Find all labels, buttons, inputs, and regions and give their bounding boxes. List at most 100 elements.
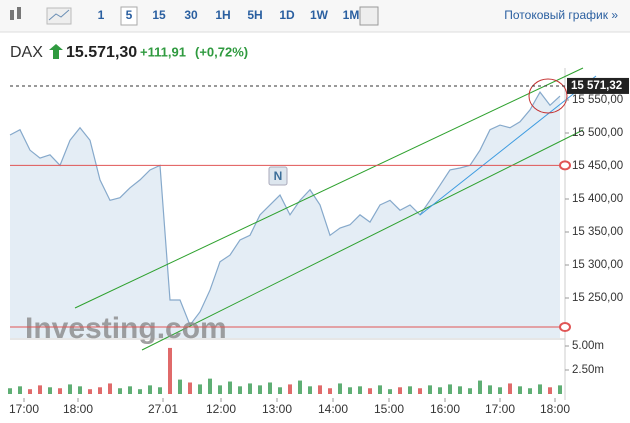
- price: 15.571,30: [66, 44, 137, 61]
- interval-button[interactable]: 1: [98, 8, 105, 22]
- x-tick-label: 17:00: [9, 402, 39, 416]
- interval-button[interactable]: 1W: [310, 8, 329, 22]
- volume-bar: [308, 386, 312, 394]
- volume-bar: [418, 388, 422, 394]
- x-tick-label: 18:00: [63, 402, 93, 416]
- volume-bar: [458, 386, 462, 394]
- volume-bar: [318, 385, 322, 394]
- volume-bar: [548, 387, 552, 394]
- volume-bar: [268, 382, 272, 394]
- volume-bar: [248, 383, 252, 394]
- volume-bar: [498, 387, 502, 394]
- up-arrow: [49, 44, 63, 59]
- x-tick-label: 17:00: [485, 402, 515, 416]
- channel-lower: [141, 129, 584, 351]
- volume-bar: [348, 387, 352, 394]
- last-price-label: 15 571,32: [571, 80, 622, 92]
- volume-bar: [528, 388, 532, 394]
- y-tick-label: 15 450,00: [572, 160, 623, 172]
- x-tick-label: 12:00: [206, 402, 236, 416]
- volume-bar: [138, 389, 142, 394]
- volume-bar: [338, 383, 342, 394]
- volume-bar: [208, 378, 212, 394]
- line-handle: [559, 322, 571, 333]
- volume-bar: [48, 387, 52, 394]
- volume-bar: [148, 385, 152, 394]
- x-tick-label: 27.01: [148, 402, 178, 416]
- stream-link[interactable]: Потоковый график »: [504, 8, 618, 22]
- volume-bar: [158, 387, 162, 394]
- symbol: DAX: [10, 44, 43, 61]
- interval-button[interactable]: 15: [152, 8, 166, 22]
- volume-bar: [238, 386, 242, 394]
- channel-upper: [74, 67, 584, 309]
- volume-bar: [518, 386, 522, 394]
- volume-bar: [8, 388, 12, 394]
- volume-tick-label: 2.50m: [572, 364, 604, 376]
- highlight-circle: [528, 78, 568, 114]
- y-tick-label: 15 350,00: [572, 226, 623, 238]
- last-price-box: [567, 77, 629, 94]
- y-tick-label: 15 250,00: [572, 292, 623, 304]
- volume-bar: [298, 380, 302, 394]
- volume-bar: [228, 381, 232, 394]
- volume-bar: [118, 388, 122, 394]
- volume-bar: [178, 379, 182, 394]
- volume-bar: [468, 388, 472, 394]
- volume-bar: [88, 389, 92, 394]
- y-tick-label: 15 400,00: [572, 193, 623, 205]
- line-handle: [559, 160, 571, 171]
- y-tick-label: 15 550,00: [572, 94, 623, 106]
- change-percent: (+0,72%): [195, 44, 248, 59]
- volume-bar: [288, 384, 292, 394]
- volume-bar: [198, 384, 202, 394]
- x-tick-label: 13:00: [262, 402, 292, 416]
- x-tick-label: 15:00: [374, 402, 404, 416]
- volume-bar: [358, 386, 362, 394]
- change: +111,91: [140, 44, 186, 59]
- volume-bar: [388, 389, 392, 394]
- x-tick-label: 18:00: [540, 402, 570, 416]
- news-marker-label: N: [274, 169, 283, 183]
- area-fill: [10, 92, 560, 338]
- volume-bar: [38, 385, 42, 394]
- interval-active: [120, 6, 138, 26]
- y-tick-label: 15 300,00: [572, 259, 623, 271]
- interval-button[interactable]: 1M: [343, 8, 360, 22]
- volume-bar: [18, 386, 22, 394]
- volume-bar: [168, 347, 172, 394]
- interval-button[interactable]: 1D: [279, 8, 295, 22]
- volume-bar: [328, 388, 332, 394]
- news-marker[interactable]: [268, 166, 288, 186]
- area-icon-line: [48, 9, 70, 21]
- volume-bar: [188, 382, 192, 394]
- volume-bar: [558, 385, 562, 394]
- interval-button[interactable]: 30: [184, 8, 198, 22]
- x-tick-label: 14:00: [318, 402, 348, 416]
- volume-bar: [438, 387, 442, 394]
- volume-bar: [78, 386, 82, 394]
- watermark: Investing.com: [25, 312, 227, 345]
- volume-bar: [398, 387, 402, 394]
- volume-bar: [128, 386, 132, 394]
- settings-icon[interactable]: [359, 6, 379, 26]
- toolbar: [0, 0, 630, 32]
- volume-bar: [108, 383, 112, 394]
- volume-bar: [448, 384, 452, 394]
- interval-button[interactable]: 5H: [247, 8, 262, 22]
- volume-bar: [218, 385, 222, 394]
- volume-bar: [428, 385, 432, 394]
- volume-bar: [408, 386, 412, 394]
- x-tick-label: 16:00: [430, 402, 460, 416]
- interval-button[interactable]: 5: [126, 8, 133, 22]
- volume-bar: [98, 387, 102, 394]
- y-tick-label: 15 500,00: [572, 127, 623, 139]
- volume-bar: [28, 389, 32, 394]
- interval-button[interactable]: 1H: [215, 8, 230, 22]
- volume-bar: [538, 384, 542, 394]
- candle-icon[interactable]: [10, 7, 21, 20]
- volume-bar: [278, 387, 282, 394]
- volume-bar: [378, 385, 382, 394]
- volume-bar: [368, 388, 372, 394]
